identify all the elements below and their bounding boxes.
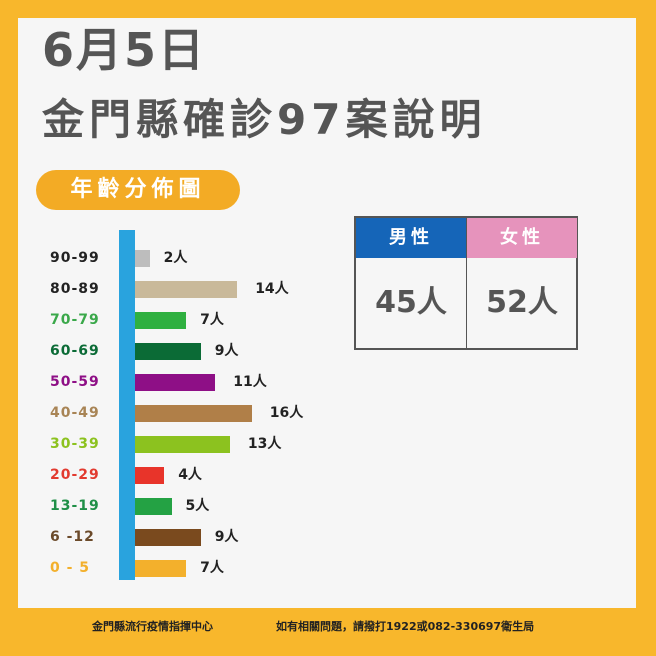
chart-row: 70-79 7人	[0, 310, 656, 330]
chart-axis	[119, 230, 135, 580]
count-label: 14人	[255, 281, 289, 297]
female-header: 女性	[467, 218, 577, 258]
chart-row: 40-49 16人	[0, 403, 656, 423]
age-label: 0 - 5	[50, 560, 91, 576]
chart-row: 20-29 4人	[0, 465, 656, 485]
count-label: 9人	[214, 529, 239, 545]
chart-row: 0 - 5 7人	[0, 558, 656, 578]
chart-row: 13-19 5人	[0, 496, 656, 516]
age-bar	[135, 498, 172, 515]
female-column: 女性 52人	[467, 218, 577, 348]
count-label: 16人	[269, 405, 304, 421]
age-label: 70-79	[50, 312, 100, 328]
age-bar	[135, 250, 150, 267]
female-count: 52人	[486, 285, 558, 320]
footer-org: 金門縣流行疫情指揮中心	[92, 620, 213, 633]
gender-table: 男性 45人 女性 52人	[354, 216, 578, 350]
age-label: 40-49	[50, 405, 100, 421]
count-label: 4人	[178, 467, 202, 483]
age-bar	[135, 436, 230, 453]
page-title: 金門縣確診97案說明	[42, 95, 487, 144]
count-label: 13人	[247, 436, 282, 452]
count-label: 11人	[233, 374, 267, 390]
age-label: 13-19	[50, 498, 100, 514]
age-label: 90-99	[50, 250, 100, 266]
age-label: 6 -12	[50, 529, 95, 545]
age-label: 80-89	[50, 281, 100, 297]
age-label: 60-69	[50, 343, 100, 359]
male-count: 45人	[375, 285, 447, 320]
chart-row: 50-59 11人	[0, 372, 656, 392]
chart-row: 30-39 13人	[0, 434, 656, 454]
chart-row: 60-69 9人	[0, 341, 656, 361]
male-column: 男性 45人	[356, 218, 467, 348]
age-bar	[135, 405, 252, 422]
count-label: 7人	[200, 312, 224, 328]
age-bar	[135, 312, 187, 329]
age-bar	[135, 467, 165, 484]
chart-row: 90-99 2人	[0, 248, 656, 268]
count-label: 7人	[200, 560, 224, 576]
age-bar	[135, 343, 201, 360]
count-label: 2人	[163, 250, 188, 266]
age-bar	[135, 374, 216, 391]
date-title: 6月5日	[42, 23, 207, 77]
male-header: 男性	[356, 218, 466, 258]
age-label: 50-59	[50, 374, 100, 390]
age-label: 20-29	[50, 467, 100, 483]
age-distribution-badge: 年齡分佈圖	[36, 170, 240, 210]
age-label: 30-39	[50, 436, 100, 452]
chart-row: 6 -12 9人	[0, 527, 656, 547]
chart-row: 80-89 14人	[0, 279, 656, 299]
age-bar	[135, 529, 201, 546]
count-label: 5人	[185, 498, 210, 514]
count-label: 9人	[214, 343, 239, 359]
age-bar	[135, 281, 238, 298]
age-bar	[135, 560, 187, 577]
footer-contact: 如有相關問題，請撥打1922或082-330697衛生局	[276, 620, 535, 633]
